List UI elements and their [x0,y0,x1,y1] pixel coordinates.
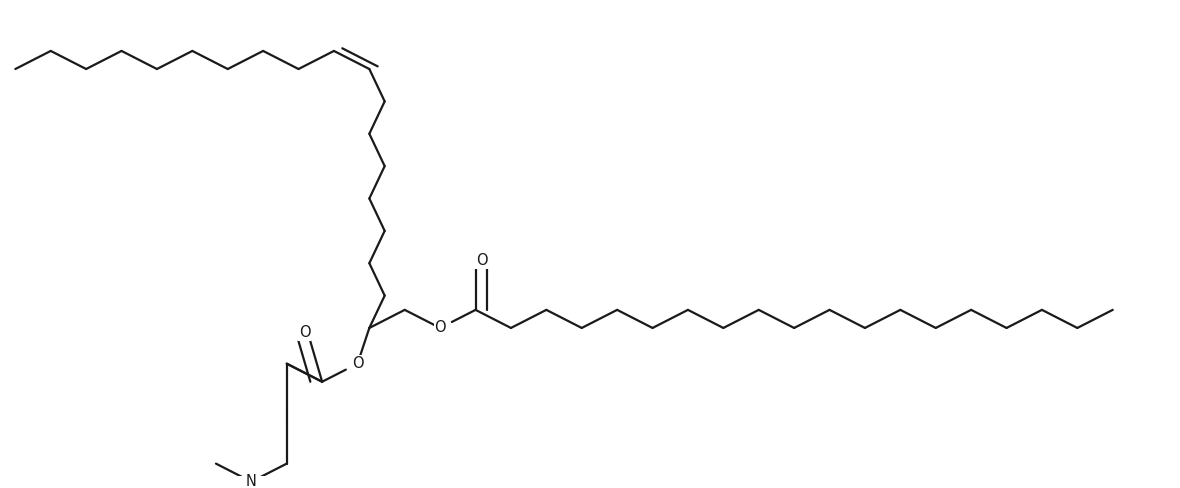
Text: O: O [476,253,487,268]
Text: O: O [352,356,363,371]
Text: O: O [434,321,446,335]
Text: O: O [299,325,310,340]
Text: N: N [245,474,257,488]
